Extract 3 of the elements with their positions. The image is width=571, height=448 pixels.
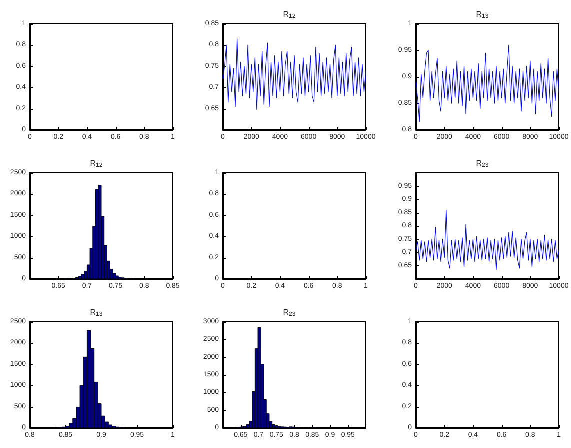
line-series [416, 44, 560, 122]
line-series [222, 38, 366, 110]
line-series [416, 210, 560, 270]
